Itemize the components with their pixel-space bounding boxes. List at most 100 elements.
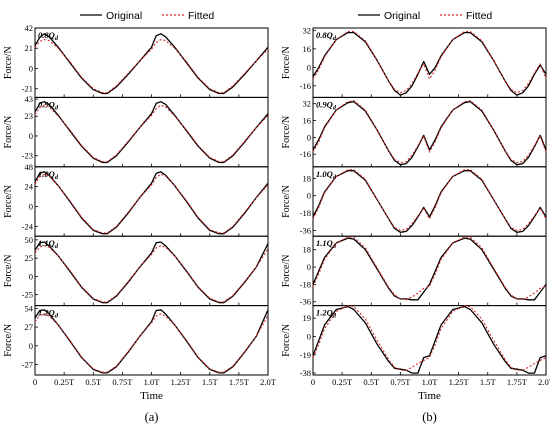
series-line-original (312, 100, 547, 166)
condition-label-main: 1.1Q (316, 238, 333, 248)
y-axis-label: Force/N (281, 255, 292, 288)
series-line-original (312, 31, 547, 96)
subplot-frame (312, 166, 547, 237)
y-tick-label: -19 (300, 350, 311, 360)
y-tick-label: -24 (22, 221, 34, 231)
x-tick-label: 1.25T (171, 377, 192, 387)
y-tick-label: -36 (300, 225, 311, 235)
y-tick-label: -36 (300, 297, 311, 307)
y-tick-label: 0 (307, 331, 311, 341)
x-axis-label: Time (140, 390, 163, 402)
x-tick-label: 1.0T (144, 377, 161, 387)
y-tick-label: 23 (25, 111, 34, 121)
y-axis-label: Force/N (281, 324, 292, 357)
x-tick-label: 1.0T (422, 377, 439, 387)
legend-original-label: Original (106, 10, 142, 22)
x-tick-label: 0.75T (390, 377, 411, 387)
y-tick-label: -16 (300, 149, 311, 159)
y-axis-label: Force/N (3, 255, 14, 288)
condition-label-main: 0.8Q (316, 30, 333, 40)
y-tick-label: 0 (29, 271, 33, 281)
y-tick-label: 18 (303, 245, 312, 255)
subplot-frame (312, 96, 547, 168)
x-tick-label: 2.0T (538, 377, 550, 387)
series-line-original (312, 237, 547, 301)
x-axis-label: Time (418, 390, 441, 402)
x-tick-label: 0 (33, 377, 37, 387)
subplot-frame (312, 27, 547, 98)
series-line-fitted (312, 30, 547, 94)
condition-label: 0.9Qd (38, 99, 59, 111)
series-line-fitted (34, 173, 269, 234)
series-line-original (34, 171, 269, 235)
y-tick-label: 0 (307, 191, 311, 201)
x-tick-label: 1.75T (229, 377, 250, 387)
y-tick-label: 0 (29, 201, 33, 211)
series-line-fitted (34, 313, 269, 373)
x-tick-label: 1.25T (449, 377, 470, 387)
panel-label: (b) (422, 410, 437, 424)
y-axis-label: Force/N (3, 324, 14, 357)
y-tick-label: -21 (22, 84, 33, 94)
condition-label: 0.8Qd (316, 30, 337, 42)
y-tick-label: 27 (25, 322, 34, 332)
x-tick-label: 0.5T (85, 377, 102, 387)
y-tick-label: -25 (22, 290, 33, 300)
condition-label-subscript: d (55, 35, 59, 42)
panel-label: (a) (145, 410, 159, 424)
y-tick-label: 0 (307, 132, 311, 142)
y-axis-label: Force/N (3, 185, 14, 218)
x-tick-label: 0.25T (332, 377, 353, 387)
condition-label-subscript: d (333, 313, 337, 320)
y-tick-label: 50 (25, 235, 34, 245)
x-tick-label: 1.75T (507, 377, 528, 387)
y-tick-label: 24 (25, 182, 34, 192)
condition-label-subscript: d (333, 243, 337, 250)
condition-label: 1.1Qd (316, 238, 337, 250)
condition-label-main: 0.9Q (316, 99, 333, 109)
y-tick-label: 48 (25, 162, 34, 172)
y-tick-label: 19 (303, 313, 312, 323)
condition-label-subscript: d (333, 174, 337, 181)
condition-label: 0.9Qd (316, 99, 337, 111)
series-line-original (34, 101, 269, 164)
condition-label-main: 1.2Q (316, 308, 333, 318)
y-tick-label: 43 (25, 94, 34, 104)
series-line-original (34, 241, 269, 304)
condition-label: 1.0Qd (316, 169, 337, 181)
y-axis-label: Force/N (281, 46, 292, 79)
y-axis-label: Force/N (3, 116, 14, 149)
y-tick-label: -16 (300, 81, 311, 91)
condition-label-subscript: d (333, 104, 337, 111)
y-tick-label: -23 (22, 151, 33, 161)
y-tick-label: 42 (25, 23, 34, 33)
y-tick-label: 54 (25, 303, 34, 313)
y-tick-label: 32 (303, 25, 312, 35)
series-line-fitted (34, 39, 269, 94)
series-line-original (312, 305, 547, 374)
y-tick-label: 32 (303, 99, 312, 109)
y-tick-label: 0 (29, 63, 33, 73)
y-tick-label: 0 (29, 341, 33, 351)
series-line-fitted (312, 236, 547, 301)
legend-fitted-label: Fitted (188, 10, 214, 22)
y-tick-label: 16 (303, 44, 312, 54)
condition-label: 1.1Qd (38, 238, 59, 250)
condition-label-main: 0.9Q (38, 99, 55, 109)
x-tick-label: 1.5T (480, 377, 497, 387)
x-tick-label: 1.5T (202, 377, 219, 387)
condition-label-subscript: d (55, 104, 59, 111)
x-tick-label: 2.0T (260, 377, 277, 387)
condition-label: 1.2Qd (38, 308, 59, 320)
y-tick-label: 0 (29, 131, 33, 141)
series-line-original (34, 309, 269, 374)
condition-label-subscript: d (55, 174, 59, 181)
y-tick-label: 0 (307, 62, 311, 72)
y-tick-label: 21 (25, 43, 34, 53)
condition-label-subscript: d (333, 35, 337, 42)
y-tick-label: -18 (300, 208, 311, 218)
series-line-fitted (34, 245, 269, 303)
x-tick-label: 0 (311, 377, 315, 387)
y-tick-label: 18 (303, 173, 312, 183)
